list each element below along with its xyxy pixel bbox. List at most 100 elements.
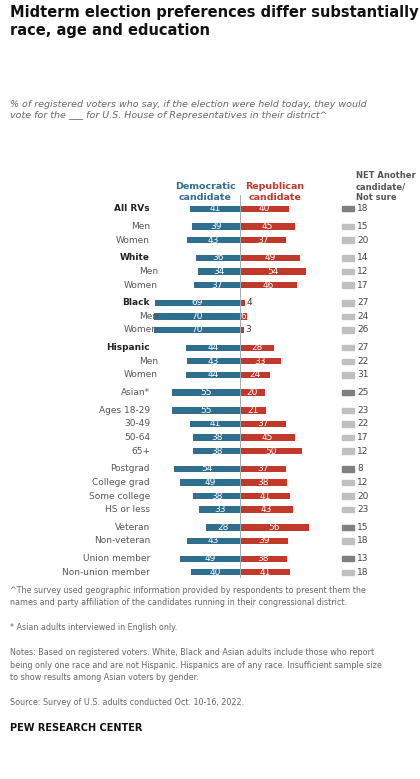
Text: 20: 20: [357, 235, 368, 245]
Bar: [240, 524, 309, 530]
Text: 25: 25: [357, 388, 368, 397]
Bar: [342, 538, 354, 544]
Bar: [193, 448, 240, 454]
Text: 27: 27: [357, 298, 368, 308]
Text: Union member: Union member: [83, 554, 150, 563]
Text: Source: Survey of U.S. adults conducted Oct. 10-16, 2022.: Source: Survey of U.S. adults conducted …: [10, 698, 244, 707]
Text: 43: 43: [261, 505, 272, 514]
Bar: [342, 206, 354, 211]
Text: 39: 39: [258, 537, 270, 545]
Bar: [342, 435, 354, 440]
Text: 12: 12: [357, 267, 368, 276]
Text: 38: 38: [211, 492, 222, 500]
Text: 23: 23: [357, 505, 368, 514]
Bar: [240, 421, 286, 427]
Text: 34: 34: [213, 267, 225, 276]
Text: 33: 33: [214, 505, 226, 514]
Bar: [189, 206, 240, 212]
Text: 70: 70: [191, 326, 203, 334]
Bar: [200, 506, 240, 513]
Bar: [240, 206, 289, 212]
Text: 70: 70: [191, 312, 203, 321]
Text: 4: 4: [247, 298, 252, 308]
Text: 18: 18: [357, 204, 368, 213]
Bar: [180, 479, 240, 485]
Text: Black: Black: [123, 298, 150, 308]
Text: 50-64: 50-64: [124, 433, 150, 442]
Text: 54: 54: [268, 267, 279, 276]
Bar: [240, 448, 302, 454]
Bar: [194, 282, 240, 288]
Text: 20: 20: [247, 388, 258, 397]
Text: 13: 13: [357, 554, 368, 563]
Text: names and party affiliation of the candidates running in their congressional dis: names and party affiliation of the candi…: [10, 598, 347, 608]
Text: * Asian adults interviewed in English only.: * Asian adults interviewed in English on…: [10, 623, 178, 633]
Bar: [342, 407, 354, 413]
Text: Notes: Based on registered voters. White, Black and Asian adults include those w: Notes: Based on registered voters. White…: [10, 648, 375, 657]
Bar: [192, 224, 240, 230]
Text: 37: 37: [257, 464, 268, 474]
Text: 22: 22: [357, 357, 368, 366]
Bar: [342, 480, 354, 485]
Text: Non-union member: Non-union member: [62, 568, 150, 576]
Text: 39: 39: [210, 222, 222, 231]
Text: 38: 38: [211, 433, 222, 442]
Text: 15: 15: [357, 523, 368, 532]
Bar: [342, 282, 354, 287]
Text: 26: 26: [357, 326, 368, 334]
Text: 38: 38: [257, 554, 269, 563]
Text: 55: 55: [200, 388, 212, 397]
Text: Democratic
candidate: Democratic candidate: [175, 182, 235, 203]
Text: 50: 50: [265, 446, 276, 456]
Bar: [240, 569, 291, 576]
Bar: [154, 326, 240, 333]
Text: 44: 44: [207, 370, 218, 379]
Text: 37: 37: [257, 235, 268, 245]
Bar: [240, 407, 266, 414]
Text: 14: 14: [357, 253, 368, 263]
Text: 28: 28: [217, 523, 228, 532]
Bar: [240, 224, 295, 230]
Bar: [198, 268, 240, 275]
Text: 69: 69: [192, 298, 203, 308]
Text: Postgrad: Postgrad: [110, 464, 150, 474]
Text: 24: 24: [249, 370, 260, 379]
Text: 54: 54: [201, 464, 213, 474]
Text: % of registered voters who say, if the election were held today, they would
vote: % of registered voters who say, if the e…: [10, 100, 367, 120]
Bar: [193, 435, 240, 441]
Text: 55: 55: [200, 406, 212, 415]
Text: 6: 6: [241, 312, 247, 321]
Text: being only one race and are not Hispanic. Hispanics are of any race. Insufficien: being only one race and are not Hispanic…: [10, 661, 382, 670]
Text: 17: 17: [357, 433, 368, 442]
Text: Some college: Some college: [89, 492, 150, 500]
Text: Hispanic: Hispanic: [106, 344, 150, 352]
Text: 18: 18: [357, 568, 368, 576]
Bar: [240, 493, 291, 499]
Bar: [342, 358, 354, 364]
Bar: [240, 326, 244, 333]
Bar: [342, 372, 354, 378]
Bar: [342, 569, 354, 575]
Bar: [155, 300, 240, 306]
Bar: [186, 372, 240, 378]
Text: Women: Women: [124, 280, 158, 290]
Bar: [342, 390, 354, 395]
Text: 36: 36: [212, 253, 223, 263]
Text: 31: 31: [357, 370, 368, 379]
Bar: [189, 421, 240, 427]
Text: All RVs: All RVs: [114, 204, 150, 213]
Text: 23: 23: [357, 406, 368, 415]
Text: 65+: 65+: [131, 446, 150, 456]
Bar: [240, 538, 288, 544]
Text: 15: 15: [357, 222, 368, 231]
Text: 41: 41: [260, 568, 271, 576]
Text: 3: 3: [246, 326, 252, 334]
Text: 40: 40: [259, 204, 270, 213]
Bar: [240, 372, 270, 378]
Text: 37: 37: [212, 280, 223, 290]
Text: Non-veteran: Non-veteran: [94, 537, 150, 545]
Bar: [342, 421, 354, 427]
Bar: [342, 238, 354, 243]
Text: 40: 40: [210, 568, 221, 576]
Text: 33: 33: [255, 357, 266, 366]
